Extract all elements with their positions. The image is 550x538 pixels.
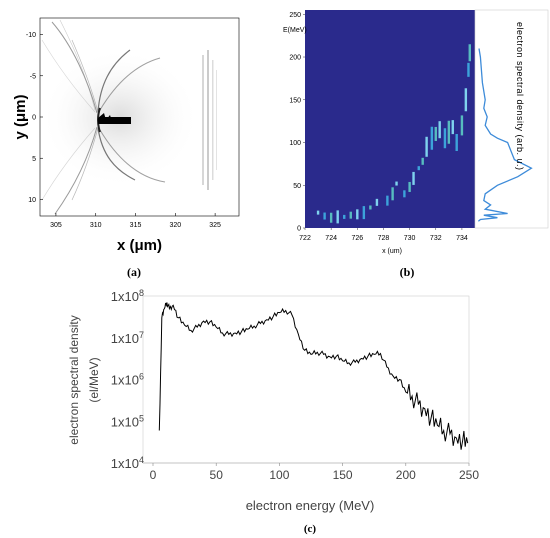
panel-b-spectrum-frame [474, 9, 549, 229]
b-x-tick-label: 726 [351, 235, 363, 242]
a-y-tick-label: 5 [32, 156, 36, 163]
b-x-tick-label: 722 [299, 235, 311, 242]
a-y-tick-label: -10 [26, 32, 36, 39]
b-heatmap-streak [369, 205, 372, 210]
panel-c-plot-area [142, 295, 470, 464]
b-heatmap-streak [434, 126, 437, 141]
b-x-tick-label: 730 [404, 235, 416, 242]
c-x-tick-label: 250 [459, 468, 479, 482]
c-x-tick-label: 150 [333, 468, 353, 482]
panel-a-x-ticks: 305 310 315 320 325 [50, 213, 221, 229]
c-x-tick-label: 100 [269, 468, 289, 482]
b-heatmap-streak [403, 190, 406, 198]
c-y-tick-label: 1x104 [111, 455, 144, 471]
panel-c-ylabel-line1: electron spectral density [67, 315, 81, 444]
a-y-tick-label: 0 [32, 115, 36, 122]
panel-b-plot-area [305, 10, 475, 228]
panel-b-signal [316, 44, 471, 224]
panel-a-ylabel: y (μm) [12, 94, 29, 139]
c-x-tick-label: 200 [396, 468, 416, 482]
b-heatmap-streak [412, 171, 415, 185]
c-x-tick-label: 0 [150, 468, 157, 482]
b-heatmap-streak [467, 62, 470, 77]
c-y-tick-label: 1x106 [111, 372, 144, 388]
panel-c-xlabel: electron energy (MeV) [246, 498, 375, 513]
c-y-tick-label: 1x107 [111, 330, 144, 346]
panel-b-ylabel: E(MeV) [283, 27, 307, 34]
panel-c-y-ticks: 1x104 1x105 1x106 1x107 1x108 [111, 288, 144, 471]
b-heatmap-streak [417, 166, 420, 171]
b-x-tick-label: 724 [325, 235, 337, 242]
panel-a-y-ticks: -10 -5 0 5 10 [26, 32, 43, 204]
a-y-tick-label: -5 [30, 73, 36, 80]
b-y-tick-label: 100 [289, 140, 301, 147]
b-heatmap-streak [336, 210, 339, 224]
c-y-tick-label: 1x105 [111, 413, 144, 429]
b-heatmap-streak [329, 212, 333, 223]
b-heatmap-streak [395, 181, 398, 186]
b-heatmap-streak [443, 128, 447, 149]
b-heatmap-streak [430, 126, 434, 150]
b-y-tick-label: 0 [297, 226, 301, 233]
panel-b-xlabel: x (um) [382, 248, 402, 255]
panel-a-caption: (a) [127, 265, 141, 279]
b-heatmap-streak [356, 209, 359, 220]
panel-b: 722 724 726 728 730 732 734 0 50 100 150 200 250 E(… [283, 9, 549, 279]
c-x-tick-label: 50 [210, 468, 224, 482]
b-heatmap-streak [391, 187, 394, 201]
panel-c-caption: (c) [304, 523, 317, 535]
panel-a-image [40, 19, 217, 215]
panel-b-side-label: electron spectral density (arb. u.) [515, 22, 525, 171]
b-heatmap-streak [425, 136, 428, 157]
b-y-tick-label: 150 [289, 97, 301, 104]
b-x-tick-label: 734 [456, 235, 468, 242]
b-x-tick-label: 728 [378, 235, 390, 242]
b-heatmap-streak [438, 121, 441, 139]
b-y-tick-label: 250 [289, 12, 301, 19]
b-heatmap-streak [349, 211, 352, 219]
panel-b-y-ticks: 0 50 100 150 200 250 [289, 12, 305, 233]
a-x-tick-label: 325 [209, 222, 221, 229]
b-y-tick-label: 50 [293, 183, 301, 190]
c-y-tick-label: 1x108 [111, 288, 144, 304]
a-x-tick-label: 315 [130, 222, 142, 229]
b-heatmap-streak [447, 120, 451, 144]
b-heatmap-streak [343, 214, 346, 219]
b-heatmap-streak [362, 206, 366, 220]
panel-c: 0 50 100 150 200 250 1x1041x1051x1061x1071x10… [67, 288, 479, 535]
panel-a-xlabel: x (μm) [117, 237, 162, 254]
b-heatmap-streak [468, 44, 471, 62]
panel-b-x-ticks: 722 724 726 728 730 732 734 [299, 228, 468, 242]
panel-b-spectrum-line [477, 48, 533, 222]
b-heatmap-streak [375, 198, 379, 206]
panel-c-ylabel-line2: (el/MeV) [87, 357, 101, 402]
b-heatmap-streak [408, 181, 411, 192]
panel-c-x-ticks: 0 50 100 150 200 250 [150, 463, 479, 482]
series-electron-spectrum [158, 302, 469, 450]
b-heatmap-streak [323, 212, 326, 220]
b-x-tick-label: 732 [430, 235, 442, 242]
b-heatmap-streak [455, 134, 458, 152]
b-heatmap-streak [386, 195, 389, 206]
a-x-tick-label: 310 [90, 222, 102, 229]
a-x-tick-label: 320 [169, 222, 181, 229]
panel-b-caption: (b) [400, 265, 415, 279]
b-heatmap-streak [421, 157, 424, 165]
b-heatmap-streak [460, 115, 464, 136]
a-x-tick-label: 305 [50, 222, 62, 229]
b-y-tick-label: 200 [289, 55, 301, 62]
b-heatmap-streak [316, 210, 320, 215]
a-y-tick-label: 10 [28, 197, 36, 204]
b-heatmap-streak [464, 88, 468, 112]
b-heatmap-streak [451, 120, 454, 135]
